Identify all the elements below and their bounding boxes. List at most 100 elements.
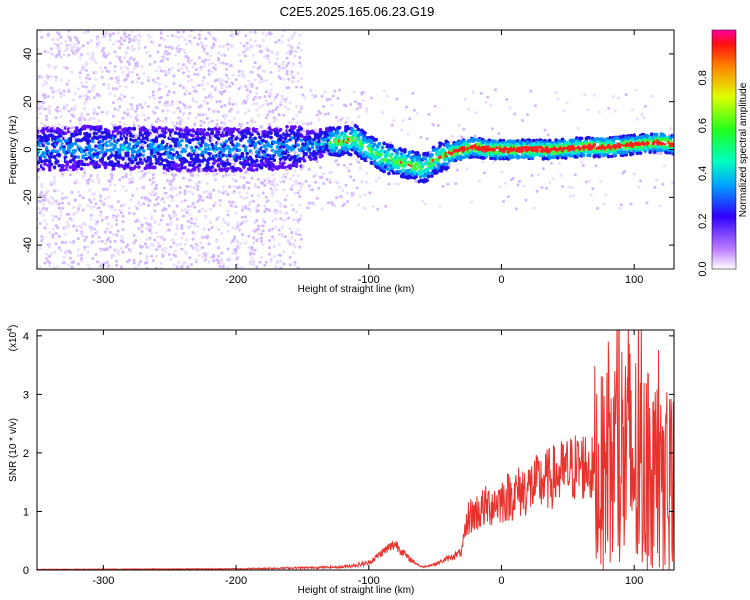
heatmap-cell <box>185 146 189 150</box>
heatmap-cell <box>191 65 195 69</box>
heatmap-cell <box>176 131 181 136</box>
heatmap-cell <box>143 101 147 105</box>
heatmap-cell <box>110 122 114 126</box>
heatmap-cell <box>298 203 302 207</box>
heatmap-cell <box>279 210 283 214</box>
heatmap-cell <box>57 217 61 221</box>
heatmap-cell <box>297 159 302 163</box>
heatmap-cell <box>96 260 100 264</box>
heatmap-cell <box>164 70 168 74</box>
heatmap-cell <box>239 41 243 45</box>
heatmap-cell <box>309 89 313 93</box>
heatmap-cell <box>108 38 112 42</box>
heatmap-cell <box>482 171 486 175</box>
heatmap-cell <box>167 68 171 72</box>
heatmap-cell <box>170 185 174 189</box>
heatmap-cell <box>318 148 323 153</box>
heatmap-cell <box>365 106 369 110</box>
heatmap-cell <box>161 127 165 131</box>
heatmap-cell <box>361 99 365 103</box>
heatmap-cell <box>401 168 406 172</box>
heatmap-cell <box>293 31 297 35</box>
heatmap-cell <box>236 220 240 224</box>
heatmap-cell <box>332 148 337 153</box>
heatmap-cell <box>59 214 63 218</box>
heatmap-cell <box>290 230 294 234</box>
heatmap-cell <box>99 213 103 217</box>
heatmap-cell <box>272 98 276 102</box>
heatmap-cell <box>271 181 275 185</box>
heatmap-cell <box>261 38 265 42</box>
heatmap-cell <box>97 144 101 148</box>
heatmap-cell <box>62 106 66 110</box>
heatmap-cell <box>277 153 281 157</box>
heatmap-cell <box>146 105 150 109</box>
heatmap-cell <box>260 255 264 259</box>
heatmap-cell <box>150 231 154 235</box>
heatmap-cell <box>412 157 417 162</box>
heatmap-cell <box>139 226 143 230</box>
heatmap-cell <box>132 233 136 237</box>
heatmap-cell <box>252 260 256 264</box>
heatmap-cell <box>145 257 149 261</box>
heatmap-cell <box>137 262 141 266</box>
heatmap-cell <box>186 205 190 209</box>
heatmap-cell <box>140 169 144 173</box>
heatmap-cell <box>197 83 201 87</box>
heatmap-cell <box>420 199 424 203</box>
heatmap-cell <box>140 105 144 109</box>
heatmap-cell <box>175 150 179 155</box>
heatmap-cell <box>215 217 219 221</box>
heatmap-cell <box>73 141 78 146</box>
heatmap-cell <box>280 175 284 179</box>
heatmap-cell <box>218 158 222 162</box>
heatmap-cell <box>105 215 109 219</box>
heatmap-cell <box>57 153 62 157</box>
heatmap-cell <box>247 246 251 250</box>
heatmap-cell <box>100 70 104 74</box>
heatmap-cell <box>304 179 308 183</box>
heatmap-cell <box>107 204 111 208</box>
heatmap-cell <box>193 86 197 90</box>
heatmap-cell <box>215 123 219 127</box>
heatmap-cell <box>148 178 152 182</box>
heatmap-cell <box>210 165 214 169</box>
heatmap-cell <box>148 35 152 39</box>
heatmap-cell <box>320 94 324 98</box>
heatmap-cell <box>264 99 268 103</box>
heatmap-cell <box>205 82 209 86</box>
heatmap-cell <box>264 33 268 37</box>
heatmap-cell <box>282 161 286 165</box>
heatmap-cell <box>83 248 87 252</box>
heatmap-cell <box>55 150 60 154</box>
heatmap-cell <box>94 61 98 65</box>
heatmap-cell <box>212 259 216 263</box>
heatmap-cell <box>291 34 295 38</box>
heatmap-cell <box>266 176 270 180</box>
heatmap-cell <box>133 157 138 162</box>
heatmap-cell <box>274 95 278 99</box>
heatmap-cell <box>68 38 72 42</box>
heatmap-cell <box>43 219 47 223</box>
heatmap-cell <box>294 164 299 168</box>
heatmap-cell <box>47 165 52 170</box>
heatmap-cell <box>164 247 168 251</box>
heatmap-cell <box>268 209 272 213</box>
heatmap-cell <box>188 112 192 116</box>
heatmap-cell <box>174 213 178 217</box>
heatmap-cell <box>194 246 198 250</box>
heatmap-cell <box>218 79 222 83</box>
heatmap-cell <box>221 262 225 266</box>
heatmap-cell <box>314 180 318 184</box>
heatmap-cell <box>158 100 162 104</box>
heatmap-cell <box>80 253 84 257</box>
heatmap-cell <box>180 166 184 170</box>
heatmap-cell <box>113 163 117 167</box>
heatmap-cell <box>57 123 61 127</box>
heatmap-cell <box>156 117 160 121</box>
heatmap-cell <box>174 232 178 236</box>
heatmap-cell <box>285 96 289 100</box>
heatmap-cell <box>299 138 304 143</box>
heatmap-cell <box>137 169 141 173</box>
heatmap-cell <box>51 218 55 222</box>
